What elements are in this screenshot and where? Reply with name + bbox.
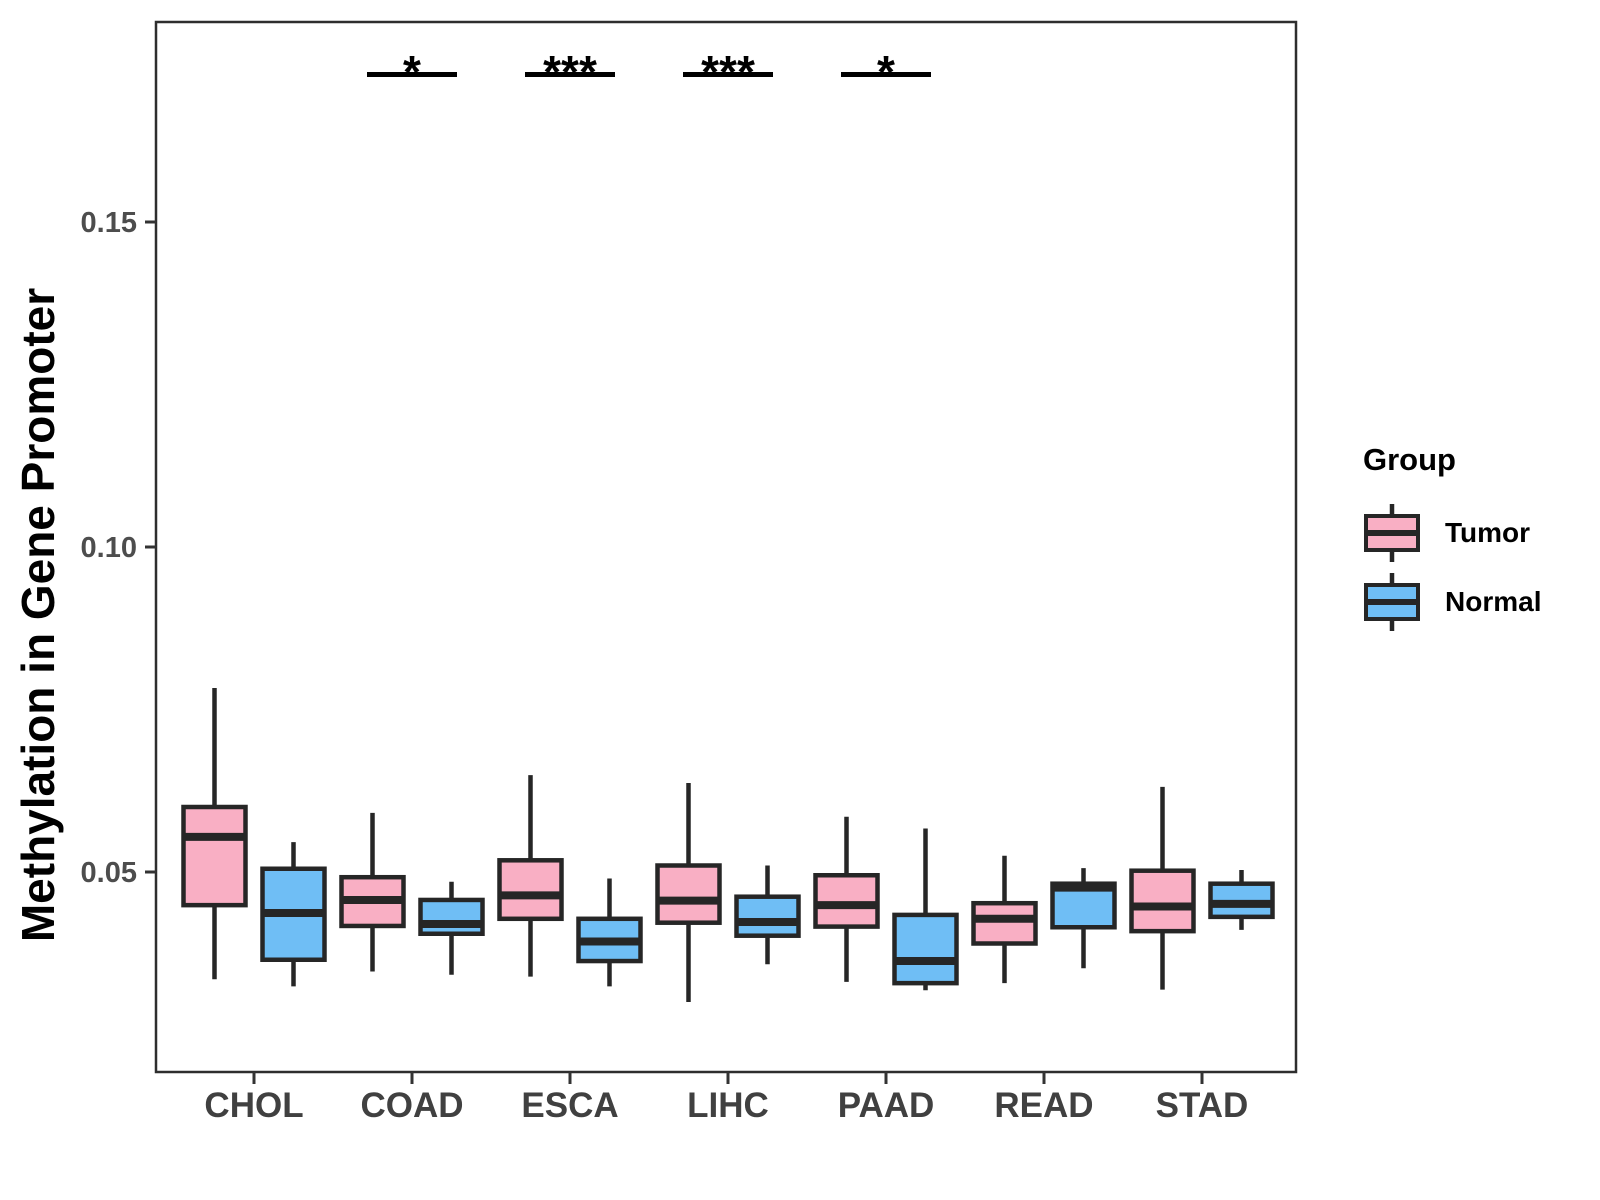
x-category-label: PAAD bbox=[838, 1086, 935, 1125]
box-stad-tumor bbox=[1129, 786, 1196, 990]
iqr-box bbox=[497, 858, 564, 922]
y-tick-label: 0.05 bbox=[81, 857, 137, 889]
x-category-label: COAD bbox=[360, 1086, 463, 1125]
significance-stars: * bbox=[877, 46, 895, 98]
x-category-label: STAD bbox=[1156, 1086, 1249, 1125]
significance-stars: *** bbox=[543, 46, 597, 98]
box-coad-tumor bbox=[339, 812, 406, 972]
y-tick-label: 0.15 bbox=[81, 207, 137, 239]
y-axis-title: Methylation in Gene Promoter bbox=[12, 287, 64, 943]
box-chol-tumor bbox=[181, 688, 248, 980]
legend-item-tumor: Tumor bbox=[1363, 502, 1541, 564]
box-coad-normal bbox=[418, 881, 485, 975]
box-lihc-normal bbox=[734, 865, 801, 965]
significance-stars: * bbox=[403, 46, 421, 98]
legend-label-tumor: Tumor bbox=[1445, 517, 1531, 548]
x-category-label: ESCA bbox=[521, 1086, 618, 1125]
box-chol-normal bbox=[260, 842, 327, 987]
box-read-normal bbox=[1050, 868, 1117, 969]
iqr-box bbox=[734, 894, 801, 938]
significance-bar bbox=[683, 72, 773, 77]
iqr-box bbox=[892, 912, 959, 986]
normal-boxplot-key-icon bbox=[1364, 573, 1420, 631]
significance-bar bbox=[367, 72, 457, 77]
box-read-tumor bbox=[971, 855, 1038, 984]
legend-label-normal: Normal bbox=[1445, 586, 1542, 617]
iqr-box bbox=[181, 804, 248, 908]
panel-border bbox=[154, 20, 1298, 1074]
iqr-box bbox=[655, 863, 722, 925]
legend: Group Tumor Normal bbox=[1363, 442, 1541, 640]
iqr-box bbox=[418, 897, 485, 937]
tumor-boxplot-key-icon bbox=[1364, 504, 1420, 562]
significance-bar bbox=[525, 72, 615, 77]
y-tick-label: 0.10 bbox=[81, 532, 137, 564]
box-esca-tumor bbox=[497, 775, 564, 977]
iqr-box bbox=[971, 900, 1038, 946]
box-lihc-tumor bbox=[655, 782, 722, 1002]
box-paad-tumor bbox=[813, 816, 880, 982]
x-category-label: LIHC bbox=[687, 1086, 769, 1125]
box-paad-normal bbox=[892, 828, 959, 991]
x-category-label: CHOL bbox=[204, 1086, 303, 1125]
box-esca-normal bbox=[576, 878, 643, 987]
iqr-box bbox=[1129, 868, 1196, 934]
box-stad-normal bbox=[1208, 870, 1275, 930]
significance-bar bbox=[841, 72, 931, 77]
iqr-box bbox=[813, 873, 880, 929]
legend-item-normal: Normal bbox=[1363, 571, 1541, 633]
legend-title: Group bbox=[1363, 442, 1456, 477]
significance-stars: *** bbox=[701, 46, 755, 98]
x-category-label: READ bbox=[994, 1086, 1093, 1125]
